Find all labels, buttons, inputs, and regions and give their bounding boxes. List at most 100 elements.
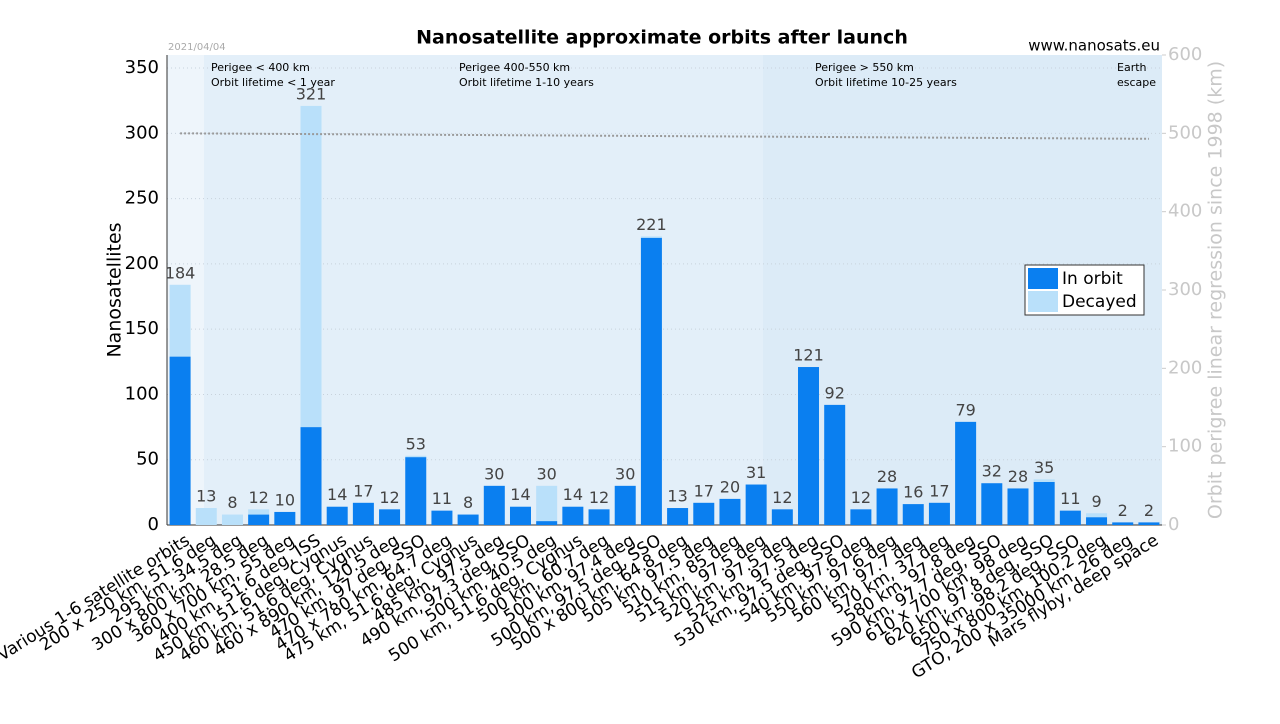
bar-segment xyxy=(274,511,296,525)
regression-line xyxy=(180,132,1149,140)
total-label: 8 xyxy=(227,493,237,512)
bar-segment xyxy=(483,485,505,525)
y-tick-label: 200 xyxy=(125,253,159,274)
bar-segment xyxy=(300,427,322,525)
bar-segment xyxy=(798,367,820,525)
bar-segment xyxy=(824,404,846,525)
bar-segment xyxy=(614,485,636,525)
total-label: 79 xyxy=(955,400,975,419)
y2-tick-label: 400 xyxy=(1168,201,1202,222)
total-label: 14 xyxy=(563,485,583,504)
region-annotation: Perigee 400-550 km xyxy=(459,61,570,74)
y-tick-label: 300 xyxy=(125,122,159,143)
bar-segment xyxy=(693,502,715,525)
total-label: 12 xyxy=(772,488,792,507)
region-annotation: Perigee < 400 km xyxy=(211,61,310,74)
total-label: 31 xyxy=(746,463,766,482)
y2-tick-label: 500 xyxy=(1168,122,1202,143)
bar-segment xyxy=(1086,517,1108,525)
bar-segment xyxy=(352,502,374,525)
total-label: 30 xyxy=(484,464,504,483)
total-label: 28 xyxy=(1008,467,1028,486)
bar-segment xyxy=(928,502,950,525)
bar-segment xyxy=(562,506,584,525)
total-label: 12 xyxy=(851,488,871,507)
region-annotation: Earth xyxy=(1117,61,1147,74)
y-tick-label: 100 xyxy=(125,383,159,404)
y2-tick-label: 100 xyxy=(1168,436,1202,457)
bar-segment xyxy=(300,105,322,428)
region-shade xyxy=(204,55,763,525)
bar-segment xyxy=(876,488,898,525)
bar-segment xyxy=(457,514,479,525)
total-label: 17 xyxy=(929,481,949,500)
total-label: 17 xyxy=(353,481,373,500)
total-label: 14 xyxy=(327,485,347,504)
total-label: 12 xyxy=(248,488,268,507)
y2-tick-label: 300 xyxy=(1168,279,1202,300)
bar-segment xyxy=(1033,481,1055,525)
total-label: 14 xyxy=(510,485,530,504)
bar-segment xyxy=(850,509,872,525)
total-label: 35 xyxy=(1034,458,1054,477)
bar-segment xyxy=(1033,479,1055,482)
bar-segment xyxy=(431,510,453,525)
y2-axis-label: Orbit perigree linear regression since 1… xyxy=(1205,61,1227,519)
total-label: 121 xyxy=(793,346,824,365)
region-annotation: Orbit lifetime 1-10 years xyxy=(459,76,594,89)
bar-segment xyxy=(221,514,243,525)
bar-segment xyxy=(509,506,531,525)
y-tick-label: 350 xyxy=(125,57,159,78)
legend: In orbit Decayed xyxy=(1024,264,1145,316)
region-annotation: escape xyxy=(1117,76,1156,89)
total-label: 20 xyxy=(720,477,740,496)
bar-segment xyxy=(771,509,793,525)
total-label: 92 xyxy=(825,383,845,402)
bar-segment xyxy=(745,484,767,525)
region-annotation: Perigee > 550 km xyxy=(815,61,914,74)
bar-segment xyxy=(1059,510,1081,525)
total-label: 221 xyxy=(636,215,667,234)
legend-swatch xyxy=(1028,291,1058,312)
bar-segment xyxy=(248,509,270,515)
bar-segment xyxy=(1138,522,1160,525)
bar-segment xyxy=(326,506,348,525)
bar-segment xyxy=(248,514,270,525)
bar-segment xyxy=(667,508,689,525)
bar-segment xyxy=(1086,513,1108,518)
total-label: 184 xyxy=(165,263,196,282)
y-tick-label: 50 xyxy=(136,449,159,470)
bar-segment xyxy=(536,521,558,525)
total-label: 321 xyxy=(296,84,327,103)
region-annotation: Orbit lifetime 10-25 years xyxy=(815,76,957,89)
bar-segment xyxy=(379,509,401,525)
bar-segment xyxy=(640,236,662,238)
total-label: 12 xyxy=(379,488,399,507)
total-label: 28 xyxy=(877,467,897,486)
bar-segment xyxy=(719,498,741,525)
date: 2021/04/04 xyxy=(168,42,226,53)
source: www.nanosats.eu xyxy=(1028,37,1160,55)
bar-segment xyxy=(536,485,558,522)
total-label: 11 xyxy=(1060,489,1080,508)
legend-label: Decayed xyxy=(1062,292,1137,312)
bar-segment xyxy=(405,457,427,525)
bar-segment xyxy=(169,356,191,525)
total-label: 12 xyxy=(589,488,609,507)
total-label: 30 xyxy=(615,464,635,483)
total-label: 2 xyxy=(1144,501,1154,520)
bar-segment xyxy=(405,455,427,458)
bar-segment xyxy=(169,284,191,357)
region-annotation: Orbit lifetime < 1 year xyxy=(211,76,335,89)
y2-tick-label: 200 xyxy=(1168,357,1202,378)
total-label: 32 xyxy=(982,462,1002,481)
y2-tick-label: 0 xyxy=(1168,514,1179,535)
chart-title: Nanosatellite approximate orbits after l… xyxy=(416,27,908,49)
total-label: 10 xyxy=(275,490,295,509)
y-tick-label: 0 xyxy=(148,514,159,535)
bar-segment xyxy=(1007,488,1029,525)
y-tick-label: 150 xyxy=(125,318,159,339)
y-tick-label: 250 xyxy=(125,188,159,209)
bar-segment xyxy=(1112,522,1134,525)
